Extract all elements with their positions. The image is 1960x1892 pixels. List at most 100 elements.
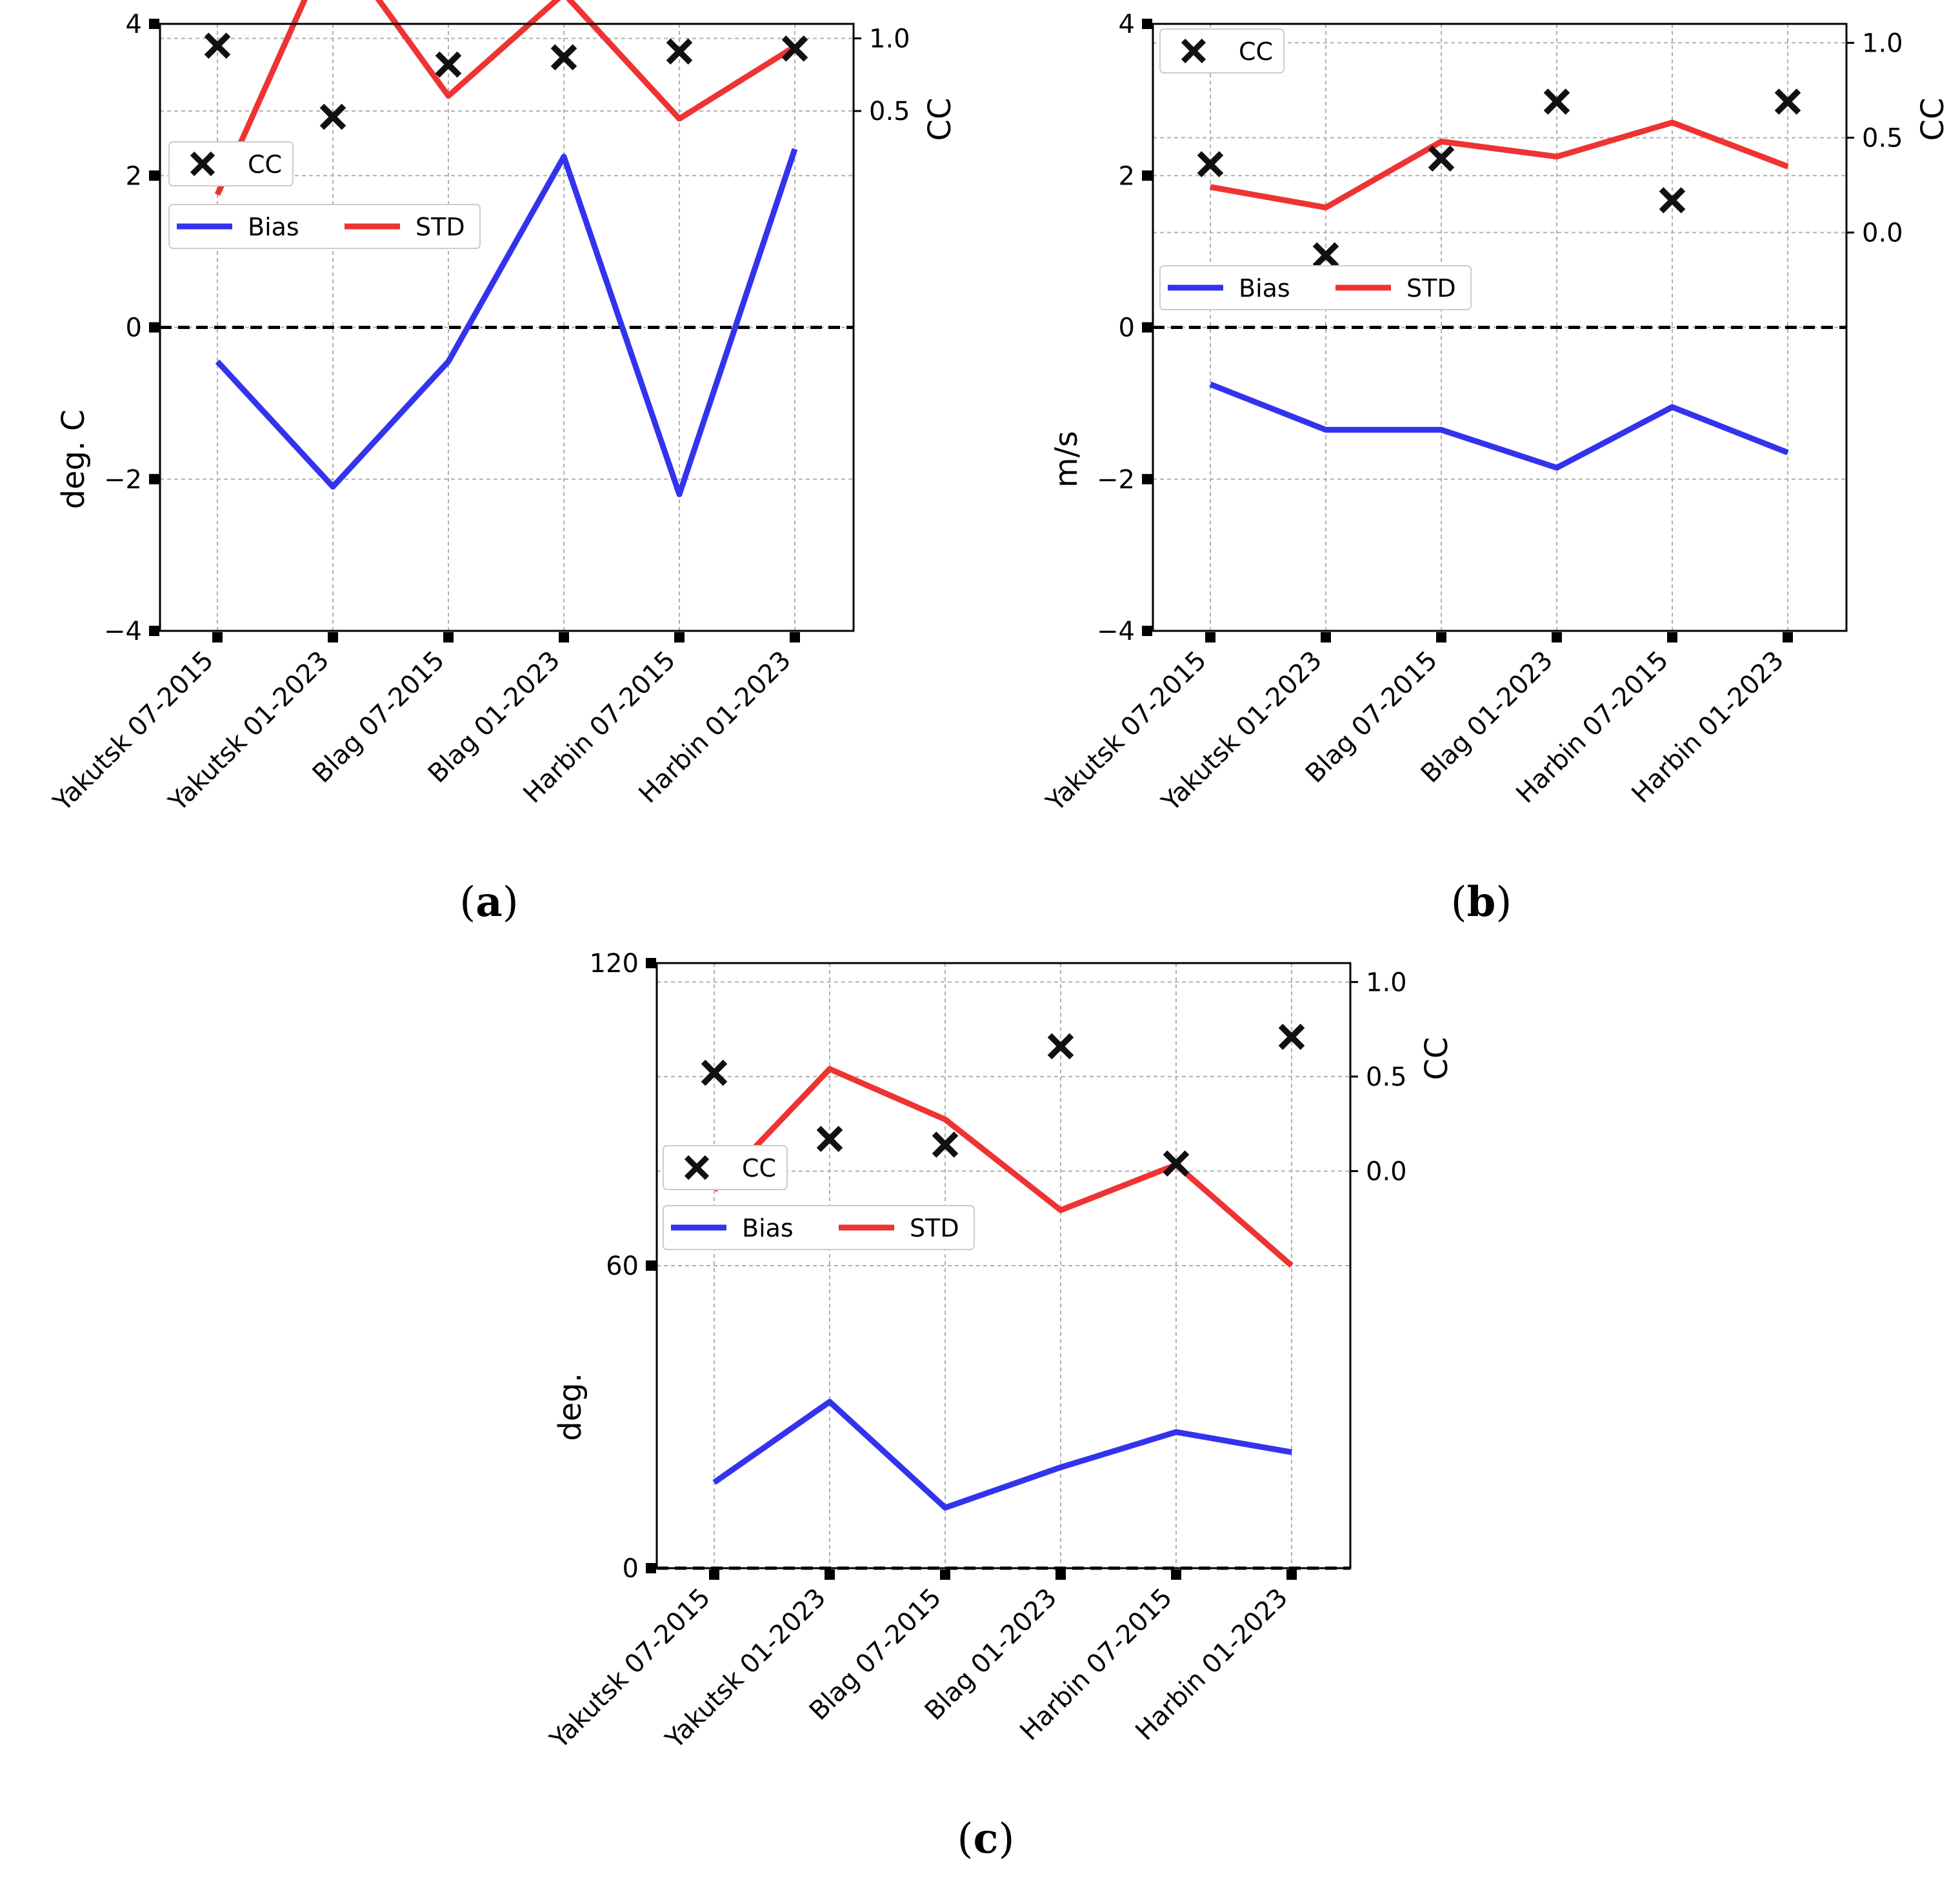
cc-axis-label: CC [1915, 97, 1951, 141]
cc-marker [701, 1059, 728, 1086]
y-tick-mark [1142, 19, 1152, 29]
y-tick-label: 2 [1119, 161, 1135, 191]
caption-close: ) [503, 879, 519, 926]
cc-tick-label: 0.5 [1862, 123, 1903, 153]
cc-tick-label: 1.0 [1862, 28, 1903, 58]
y-tick-label: 60 [606, 1251, 639, 1281]
caption-open: ( [957, 1815, 974, 1863]
caption-close: ) [1495, 879, 1512, 926]
bias-std-legend: Bias STD [663, 1205, 975, 1250]
y-tick-label: 0 [1119, 314, 1135, 343]
y-tick-label: 120 [590, 949, 639, 979]
y-tick-mark [1142, 626, 1152, 636]
y-tick-mark [1142, 473, 1152, 484]
x-tick-mark [709, 1569, 719, 1580]
legend-bias-label: Bias [742, 1214, 794, 1242]
axes-frame [159, 23, 855, 632]
cc-marker [1278, 1024, 1305, 1050]
x-tick-mark [1552, 632, 1562, 642]
caption-open: ( [459, 879, 475, 926]
x-tick-mark [1055, 1569, 1066, 1580]
y-axis-label: deg. C [55, 410, 92, 510]
legend-cc-marker [190, 151, 215, 177]
legend-std-label: STD [1406, 274, 1456, 303]
cc-marker [1163, 1150, 1190, 1177]
cc-axis-label: CC [922, 97, 958, 141]
y-axis-label: m/s [1048, 431, 1085, 488]
cc-axis-label: CC [1419, 1037, 1455, 1080]
y-tick-label: −4 [104, 617, 142, 646]
x-tick-mark [790, 632, 800, 642]
caption-open: ( [1451, 879, 1467, 926]
legend-cc-label: CC [742, 1154, 776, 1182]
legend-bias-label: Bias [1239, 274, 1290, 303]
cc-legend: CC [663, 1145, 788, 1190]
x-tick-mark [1171, 1569, 1181, 1580]
axes-frame [1152, 23, 1848, 632]
cc-marker [666, 38, 693, 65]
legend-std-label: STD [910, 1214, 959, 1242]
y-tick-label: 0 [623, 1554, 639, 1584]
cc-marker [1047, 1033, 1074, 1060]
y-tick-mark [149, 473, 159, 484]
std-line [712, 1066, 1294, 1268]
bias-line [215, 148, 798, 497]
cc-marker [319, 103, 346, 130]
bias-line [712, 1399, 1292, 1511]
x-tick-mark [674, 632, 685, 642]
x-tick-mark [1286, 1569, 1297, 1580]
legend-frame [663, 1205, 975, 1250]
x-tick-mark [1667, 632, 1677, 642]
cc-tick-label: 1.0 [869, 25, 910, 54]
y-tick-label: 0 [126, 314, 142, 343]
y-tick-mark [1142, 170, 1152, 181]
cc-marker [1543, 88, 1570, 115]
y-tick-label: −2 [104, 465, 142, 495]
x-tick-mark [1436, 632, 1446, 642]
cc-marker [204, 32, 231, 59]
bias-line [1209, 381, 1789, 471]
legend-cc-label: CC [248, 150, 282, 179]
caption-letter: b [1467, 878, 1496, 926]
y-tick-mark [646, 1563, 656, 1573]
x-tick-mark [559, 632, 569, 642]
legend-frame [1159, 265, 1472, 310]
legend-frame [168, 204, 481, 249]
std-line [1210, 119, 1789, 211]
cc-legend: CC [168, 141, 294, 186]
cc-tick-label: 1.0 [1366, 968, 1407, 997]
legend-frame [1159, 28, 1285, 74]
y-tick-mark [1142, 322, 1152, 333]
x-tick-mark [825, 1569, 835, 1580]
y-tick-mark [149, 170, 159, 181]
y-tick-mark [149, 19, 159, 29]
x-tick-mark [1321, 632, 1331, 642]
cc-marker [1428, 145, 1455, 172]
cc-marker [1659, 187, 1686, 214]
y-tick-label: −4 [1097, 617, 1135, 646]
x-tick-mark [1783, 632, 1793, 642]
cc-marker [1774, 88, 1801, 115]
caption-letter: c [974, 1815, 999, 1863]
cc-marker [1197, 151, 1224, 177]
std-line [214, 0, 797, 196]
y-tick-label: −2 [1097, 465, 1135, 495]
cc-tick-label: 0.0 [1366, 1157, 1407, 1186]
cc-legend: CC [1159, 28, 1285, 74]
bias-std-legend: Bias STD [1159, 265, 1472, 310]
axes-frame [655, 962, 1352, 1569]
caption-letter: a [475, 878, 502, 926]
legend-cc-label: CC [1239, 37, 1273, 66]
x-tick-mark [940, 1569, 950, 1580]
cc-tick-label: 0.0 [1862, 218, 1903, 248]
legend-frame [168, 141, 294, 186]
y-tick-mark [646, 1260, 656, 1271]
panel-caption: (a) [459, 878, 518, 926]
cc-marker [932, 1131, 959, 1158]
y-tick-label: 4 [126, 10, 142, 39]
y-tick-mark [646, 958, 656, 968]
